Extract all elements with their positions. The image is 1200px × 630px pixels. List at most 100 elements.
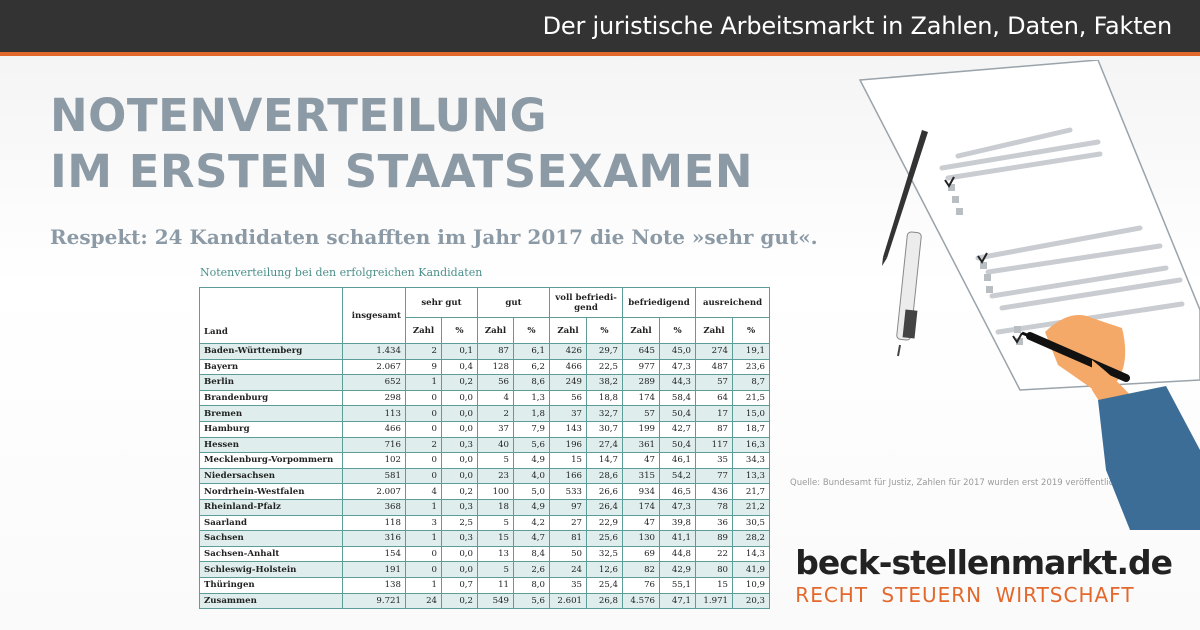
table-row: Bayern 2.067 9 0,4 128 6,2 466 22,5 977 47,3 487 23… <box>199 358 771 376</box>
column-header-percent: % <box>512 317 551 344</box>
table-cell: 37 <box>477 420 514 438</box>
table-cell: 0 <box>405 389 442 407</box>
table-cell: 5 <box>477 561 514 578</box>
table-cell: 28,6 <box>586 467 624 485</box>
table-cell: 4,9 <box>512 498 551 516</box>
column-header-percent: % <box>441 317 478 344</box>
table-cell: 57 <box>695 374 734 391</box>
table-cell: 466 <box>342 420 406 438</box>
table-cell: 487 <box>695 358 734 376</box>
table-cell: 0,4 <box>441 358 478 376</box>
table-cell: 16,3 <box>732 436 771 454</box>
table-cell: 4 <box>477 389 514 407</box>
cell-land: Schleswig-Holstein <box>199 561 343 578</box>
table-cell: 97 <box>549 498 588 516</box>
table-cell: 191 <box>342 561 406 578</box>
top-bar: Der juristische Arbeitsmarkt in Zahlen, … <box>0 0 1200 52</box>
cell-land: Baden-Württemberg <box>199 343 343 360</box>
table-cell: 316 <box>342 530 406 547</box>
table-cell: 2,6 <box>512 561 551 578</box>
cell-land: Brandenburg <box>199 389 343 407</box>
table-cell: 368 <box>342 498 406 516</box>
exam-illustration <box>858 60 1200 530</box>
cell-land: Zusammen <box>199 592 343 610</box>
table-cell: 9.721 <box>342 592 406 610</box>
table-cell: 28,2 <box>732 530 771 547</box>
column-header-percent: % <box>732 317 771 344</box>
table-cell: 298 <box>342 389 406 407</box>
table-cell: 5 <box>477 514 514 532</box>
column-header-zahl: Zahl <box>405 317 442 344</box>
table-cell: 57 <box>622 405 661 422</box>
table-cell: 1,3 <box>512 389 551 407</box>
column-group-befriedigend: befriedigend <box>622 287 697 318</box>
table-cell: 2 <box>405 436 442 454</box>
table-row: Schleswig-Holstein 191 0 0,0 5 2,6 24 12,6 82 42,… <box>199 561 771 578</box>
cell-land: Berlin <box>199 374 343 391</box>
table-cell: 87 <box>477 343 514 360</box>
table-cell: 47,1 <box>659 592 697 610</box>
page-title: NOTENVERTEILUNG IM ERSTEN STAATSEXAMEN <box>50 88 753 200</box>
table-cell: 436 <box>695 483 734 500</box>
table-cell: 100 <box>477 483 514 500</box>
header-title: Der juristische Arbeitsmarkt in Zahlen, … <box>542 12 1173 40</box>
table-cell: 12,6 <box>586 561 624 578</box>
table-cell: 30,7 <box>586 420 624 438</box>
table-cell: 21,5 <box>732 389 771 407</box>
table-row: Sachsen-Anhalt 154 0 0,0 13 8,4 50 32,5 69 44,8 22… <box>199 545 771 563</box>
table-cell: 40 <box>477 436 514 454</box>
cell-land: Bayern <box>199 358 343 376</box>
table-cell: 2 <box>405 343 442 360</box>
table-cell: 174 <box>622 389 661 407</box>
brand-name: beck-stellenmarkt.de <box>795 543 1173 582</box>
table-cell: 102 <box>342 452 406 469</box>
table-cell: 50,4 <box>659 405 697 422</box>
table-cell: 7,9 <box>512 420 551 438</box>
table-cell: 466 <box>549 358 588 376</box>
table-cell: 138 <box>342 576 406 594</box>
table-cell: 0 <box>405 561 442 578</box>
table-cell: 199 <box>622 420 661 438</box>
subtitle: Respekt: 24 Kandidaten schafften im Jahr… <box>50 225 818 249</box>
table-cell: 13 <box>477 545 514 563</box>
table-cell: 0,7 <box>441 576 478 594</box>
header-accent-line <box>0 52 1200 56</box>
table-cell: 41,1 <box>659 530 697 547</box>
table-cell: 3 <box>405 514 442 532</box>
pen-icon <box>882 130 928 357</box>
table-cell: 14,3 <box>732 545 771 563</box>
cell-land: Saarland <box>199 514 343 532</box>
table-cell: 426 <box>549 343 588 360</box>
table-cell: 0 <box>405 467 442 485</box>
table-row: Hessen 716 2 0,3 40 5,6 196 27,4 361 50,4 117 16,3 <box>199 436 771 454</box>
table-cell: 4,7 <box>512 530 551 547</box>
table-cell: 196 <box>549 436 588 454</box>
table-cell: 315 <box>622 467 661 485</box>
table-cell: 0,0 <box>441 389 478 407</box>
table-cell: 82 <box>622 561 661 578</box>
table-cell: 18,8 <box>586 389 624 407</box>
column-header-zahl: Zahl <box>695 317 734 344</box>
table-cell: 47,3 <box>659 498 697 516</box>
table-cell: 6,1 <box>512 343 551 360</box>
table-cell: 0,1 <box>441 343 478 360</box>
table-cell: 1 <box>405 498 442 516</box>
table-cell: 30,5 <box>732 514 771 532</box>
table-cell: 13,3 <box>732 467 771 485</box>
table-cell: 581 <box>342 467 406 485</box>
table-cell: 47 <box>622 514 661 532</box>
table-cell: 8,7 <box>732 374 771 391</box>
table-row: Baden-Württemberg 1.434 2 0,1 87 6,1 426 29,7 64… <box>199 343 771 360</box>
table-cell: 8,6 <box>512 374 551 391</box>
column-header-land: Land <box>199 287 343 344</box>
table-cell: 24 <box>549 561 588 578</box>
table-cell: 18,7 <box>732 420 771 438</box>
table-cell: 47,3 <box>659 358 697 376</box>
table-cell: 8,0 <box>512 576 551 594</box>
table-cell: 2.007 <box>342 483 406 500</box>
table-cell: 1.434 <box>342 343 406 360</box>
table-cell: 5,0 <box>512 483 551 500</box>
table-cell: 38,2 <box>586 374 624 391</box>
table-cell: 1,8 <box>512 405 551 422</box>
table-cell: 6,2 <box>512 358 551 376</box>
